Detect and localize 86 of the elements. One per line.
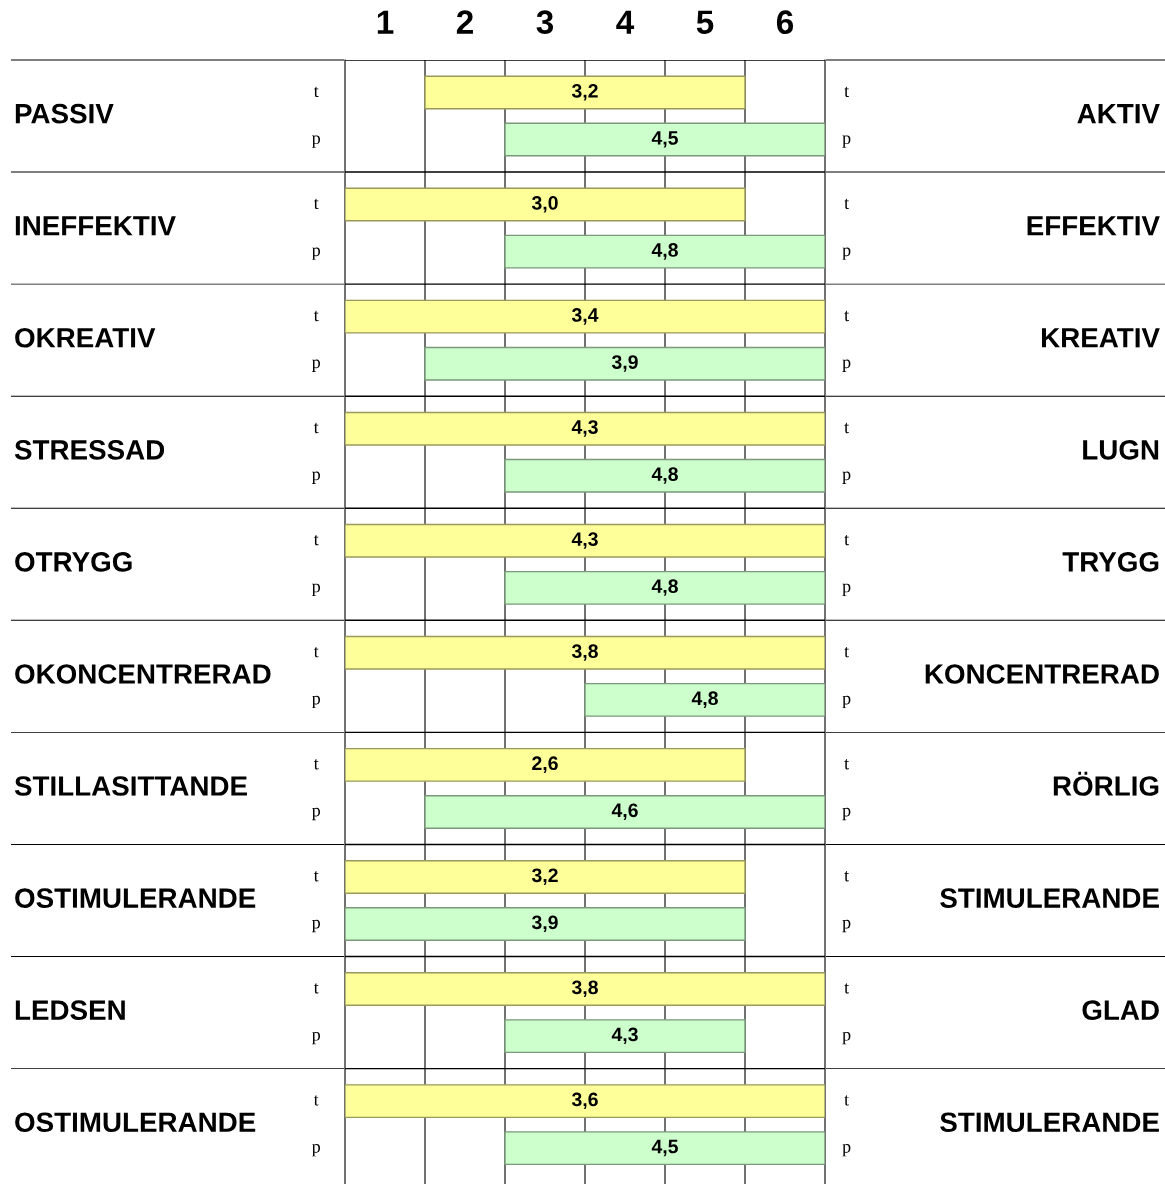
text: t [313, 983, 319, 994]
text: p [311, 919, 321, 933]
y2-tick-label: STIMULERANDE [940, 888, 1159, 908]
text: t [844, 759, 849, 770]
annotation: 4,5 [651, 131, 678, 148]
annotation: 3,2 [571, 83, 598, 101]
x-tick-label: 3 [536, 10, 554, 35]
annotation: 4,8 [651, 243, 678, 260]
annotation: 3,9 [611, 355, 638, 372]
x-tick-label: 2 [456, 10, 473, 34]
y2-tick-label: GLAD [1082, 1000, 1159, 1020]
y-tick-label: PASSIV [15, 103, 114, 124]
annotation: 3,8 [571, 644, 598, 661]
y-tick-label: LEDSEN [15, 1000, 125, 1020]
annotation: 3,2 [531, 868, 558, 885]
annotation: 3,4 [571, 308, 599, 325]
y-tick-label: OSTIMULERANDE [15, 888, 256, 908]
text: p [311, 1031, 321, 1045]
y2-tick-label: STIMULERANDE [940, 1112, 1159, 1133]
text: p [842, 471, 851, 484]
annotation: 3,8 [571, 980, 598, 998]
y2-tick-label: LUGN [1083, 440, 1159, 460]
annotation: 4,3 [571, 420, 598, 437]
text: t [844, 86, 849, 98]
annotation: 3,9 [531, 915, 558, 933]
text: p [311, 583, 321, 597]
y2-tick-label: EFFEKTIV [1027, 216, 1160, 236]
series-label: t [844, 310, 849, 322]
y-tick-label: OTRYGG [15, 552, 132, 572]
y-tick-label: OSTIMULERANDE [15, 1112, 256, 1133]
text: p [842, 1143, 851, 1157]
text: t [313, 871, 319, 882]
text: t [844, 871, 849, 882]
y2-tick-label: RÖRLIG [1053, 771, 1159, 796]
y2-tick-label: KREATIV [1041, 328, 1160, 348]
text: t [313, 86, 319, 98]
x-tick-label: 1 [377, 10, 394, 34]
text: p [842, 807, 851, 821]
y-tick-label: OKREATIV [15, 327, 156, 348]
text: p [842, 359, 851, 372]
text: t [313, 310, 319, 322]
y-tick-label: INEFFEKTIV [15, 216, 176, 236]
y-tick-label: OKONCENTRERAD [15, 664, 271, 684]
text: p [311, 135, 321, 148]
text: p [311, 807, 321, 821]
text: t [313, 534, 319, 546]
text: p [842, 919, 851, 933]
x-tick-label: 6 [776, 10, 794, 34]
y2-tick-label: AKTIV [1077, 104, 1160, 124]
text: t [844, 198, 849, 210]
annotation: 4,3 [611, 1027, 638, 1045]
annotation: 4,8 [651, 579, 678, 596]
text: p [842, 583, 851, 597]
series-label: p [842, 135, 851, 148]
text: t [844, 983, 849, 994]
text: p [311, 359, 321, 372]
text: t [313, 646, 319, 658]
text: p [311, 695, 321, 709]
annotation: 2,6 [532, 756, 558, 773]
text: t [844, 534, 849, 546]
text: p [311, 247, 321, 260]
text: p [311, 471, 321, 484]
annotation: 4,5 [651, 1139, 678, 1157]
text: p [842, 695, 851, 709]
annotation: 4,3 [571, 532, 598, 549]
text: t [313, 198, 319, 210]
annotation: 4,8 [691, 691, 718, 708]
y2-tick-label: TRYGG [1062, 552, 1159, 572]
y2-tick-label: KONCENTRERAD [925, 664, 1159, 684]
text: p [842, 247, 851, 260]
annotation: 4,8 [651, 467, 678, 484]
text: p [311, 1143, 321, 1157]
x-tick-label: 5 [696, 10, 714, 34]
y-tick-label: STILLASITTANDE [14, 776, 247, 796]
text: t [844, 646, 849, 658]
text: t [313, 422, 319, 434]
text: t [844, 1095, 849, 1106]
text: t [313, 1095, 319, 1106]
x-tick-label: 4 [616, 10, 635, 34]
text: t [844, 422, 849, 434]
text: p [842, 1031, 851, 1045]
annotation: 3,6 [571, 1092, 598, 1110]
annotation: 4,6 [611, 803, 638, 820]
text: t [313, 759, 319, 770]
annotation: 3,0 [531, 196, 558, 213]
y-tick-label: STRESSAD [14, 440, 165, 460]
